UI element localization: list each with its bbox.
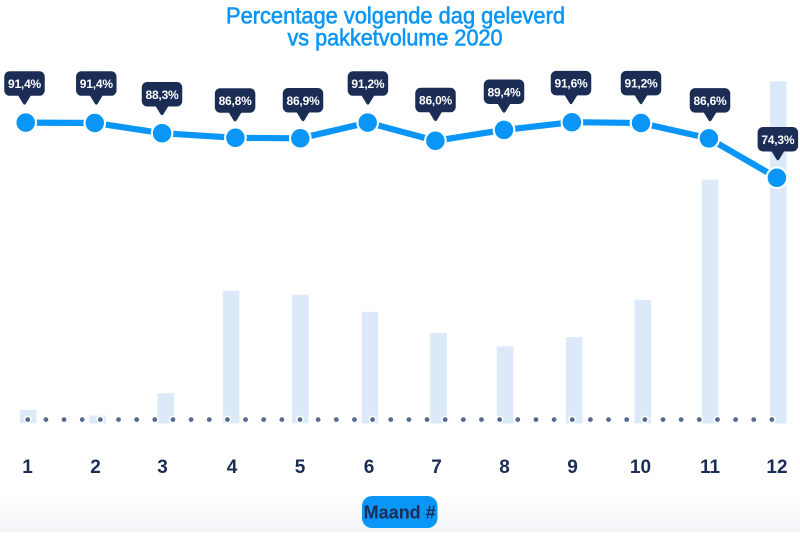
svg-text:91,4%: 91,4% [8,77,42,91]
svg-text:74,3%: 74,3% [761,133,795,147]
svg-text:88,3%: 88,3% [145,88,179,102]
svg-text:7: 7 [431,457,442,478]
svg-text:89,4%: 89,4% [487,85,521,99]
svg-text:86,9%: 86,9% [286,94,320,108]
svg-text:6: 6 [364,457,375,478]
svg-text:1: 1 [22,457,33,478]
svg-text:4: 4 [227,457,238,478]
svg-text:Maand #: Maand # [364,503,436,523]
svg-text:11: 11 [700,457,721,478]
svg-text:86,8%: 86,8% [219,94,253,108]
svg-text:86,0%: 86,0% [419,94,453,108]
svg-text:8: 8 [499,457,510,478]
svg-text:86,6%: 86,6% [693,94,727,108]
svg-text:vs pakketvolume 2020: vs pakketvolume 2020 [288,25,503,51]
svg-text:91,2%: 91,2% [351,77,385,91]
svg-text:2: 2 [90,457,101,478]
svg-text:10: 10 [630,457,651,478]
svg-text:9: 9 [567,457,578,478]
svg-text:3: 3 [157,457,168,478]
svg-text:91,6%: 91,6% [554,77,588,91]
svg-text:Percentage volgende dag geleve: Percentage volgende dag geleverd [226,3,565,29]
svg-text:91,4%: 91,4% [80,77,114,91]
svg-text:12: 12 [766,457,787,478]
svg-text:5: 5 [295,457,306,478]
svg-text:91,2%: 91,2% [624,77,658,91]
